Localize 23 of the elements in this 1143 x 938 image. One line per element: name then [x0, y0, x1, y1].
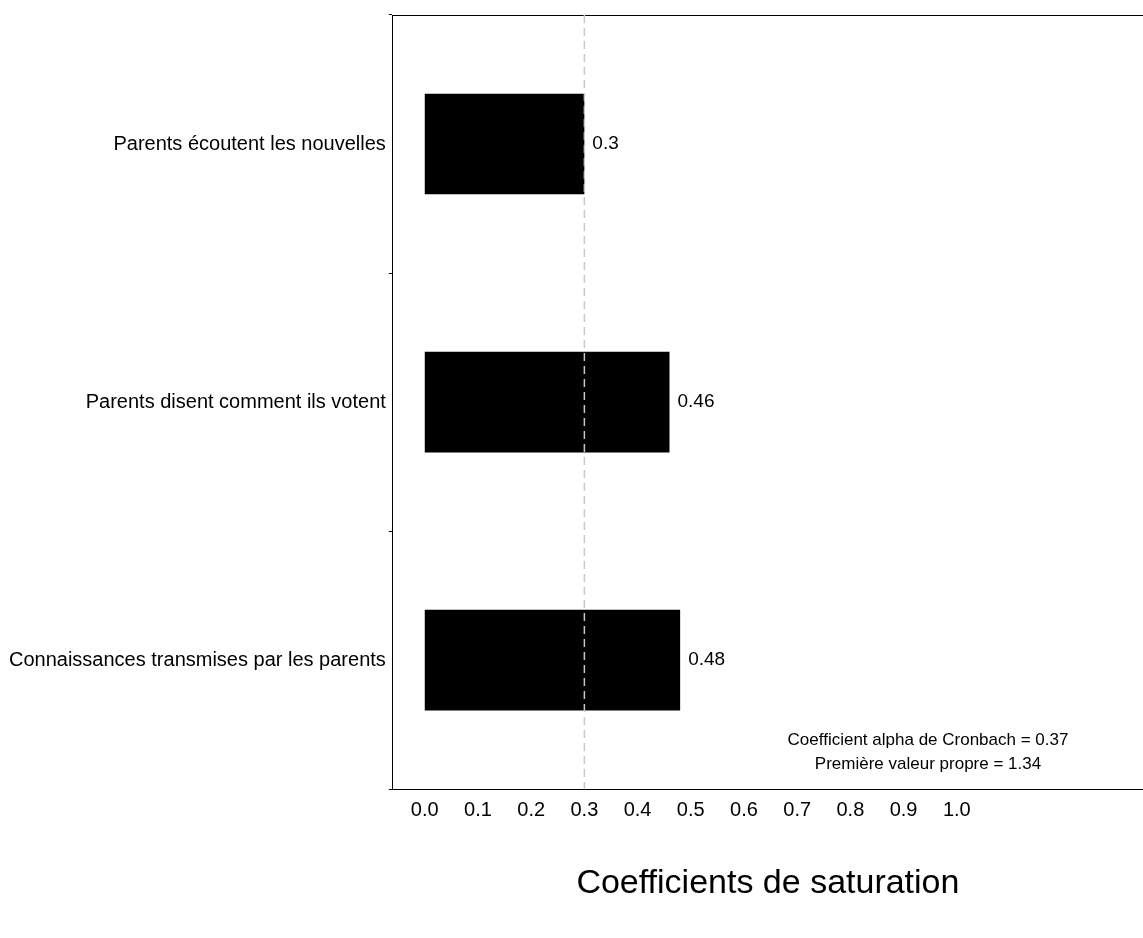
bar — [424, 351, 670, 453]
x-axis-title: Coefficients de saturation — [576, 861, 960, 900]
x-tick-label: 0.1 — [464, 797, 492, 820]
annotation: Coefficient alpha de Cronbach = 0.37 — [787, 730, 1069, 750]
x-tick-label: 0.3 — [570, 797, 599, 820]
x-tick-label: 0.7 — [783, 797, 812, 820]
data-label: 0.48 — [688, 648, 726, 670]
x-tick-label: 0.9 — [889, 797, 918, 820]
y-tick-label: Parents écoutent les nouvelles — [113, 131, 386, 154]
x-tick-label: 0.0 — [410, 797, 439, 820]
data-label: 0.46 — [677, 390, 715, 412]
x-tick-label: 0.8 — [836, 797, 865, 820]
bar — [424, 93, 585, 195]
y-tick-label: Connaissances transmises par les parents — [8, 647, 386, 670]
data-label: 0.3 — [592, 132, 619, 154]
y-tick-label: Parents disent comment ils votent — [85, 389, 387, 412]
x-tick-label: 0.4 — [623, 797, 652, 820]
annotation: Première valeur propre = 1.34 — [814, 754, 1042, 774]
x-tick-label: 0.6 — [730, 797, 758, 820]
x-tick-label: 1.0 — [942, 797, 971, 820]
x-tick-label: 0.5 — [676, 797, 705, 820]
x-tick-label: 0.2 — [517, 797, 546, 820]
bar — [424, 609, 681, 711]
